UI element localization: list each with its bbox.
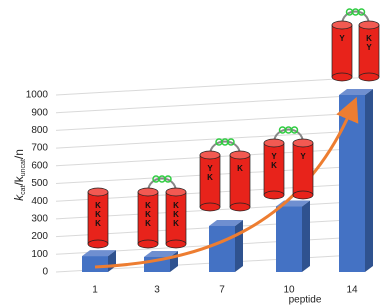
helix-bottom xyxy=(332,73,352,81)
helix-body xyxy=(230,155,250,207)
helix-top xyxy=(166,188,186,196)
helix-bottom xyxy=(88,240,108,248)
helix-bottom xyxy=(200,203,220,211)
bar xyxy=(276,207,302,272)
residue-label: K xyxy=(95,210,101,219)
helix-bottom xyxy=(359,73,379,81)
helix-top xyxy=(359,21,379,29)
helix-bottom xyxy=(138,240,158,248)
y-tick-label: 0 xyxy=(42,267,48,278)
chart: 01002003004005006007008009001000 KKKKKKK… xyxy=(0,0,382,308)
helix-top xyxy=(230,151,250,159)
helix-bottom xyxy=(293,191,313,199)
residue-label: Y xyxy=(366,43,372,52)
bar-side xyxy=(235,220,243,272)
x-tick-label: 1 xyxy=(92,285,98,296)
residue-label: K xyxy=(173,219,179,228)
residue-label: Y xyxy=(339,34,345,43)
bar-side xyxy=(365,89,373,272)
bar-side xyxy=(302,201,310,272)
y-tick-label: 900 xyxy=(31,107,48,118)
y-tick-label: 400 xyxy=(31,196,48,207)
helix-top xyxy=(138,188,158,196)
helix-top xyxy=(293,139,313,147)
y-axis-label: kcat/kuncat/n xyxy=(12,149,27,201)
residue-label: K xyxy=(145,201,151,210)
helix-bottom xyxy=(166,240,186,248)
y-tick-label: 300 xyxy=(31,214,48,225)
helix-body xyxy=(293,143,313,195)
y-tick-label: 200 xyxy=(31,231,48,242)
peptide-illustration: YKK xyxy=(200,139,250,211)
helix-bottom xyxy=(230,203,250,211)
residue-label: K xyxy=(95,201,101,210)
helix-top xyxy=(200,151,220,159)
y-tick-label: 500 xyxy=(31,178,48,189)
residue-label: K xyxy=(366,34,372,43)
peptide-illustration: KKK xyxy=(88,188,108,248)
y-tick-label: 800 xyxy=(31,125,48,136)
y-tick-label: 100 xyxy=(31,249,48,260)
y-tick-label: 1000 xyxy=(26,90,49,101)
x-axis-label: peptide xyxy=(289,295,322,306)
bar xyxy=(209,226,235,272)
residue-label: K xyxy=(95,219,101,228)
bar xyxy=(82,256,108,272)
helix-bottom xyxy=(264,191,284,199)
x-tick-label: 10 xyxy=(283,285,295,296)
grid-line xyxy=(56,95,372,113)
x-tick-label: 7 xyxy=(219,285,225,296)
residue-label: K xyxy=(173,210,179,219)
residue-label: Y xyxy=(300,152,306,161)
x-tick-label: 14 xyxy=(346,285,358,296)
residue-label: K xyxy=(145,219,151,228)
residue-label: K xyxy=(145,210,151,219)
y-tick-label: 600 xyxy=(31,160,48,171)
residue-label: K xyxy=(237,164,243,173)
grid-line xyxy=(56,77,372,95)
grid-line xyxy=(56,112,372,130)
residue-label: Y xyxy=(271,152,277,161)
helix-top xyxy=(264,139,284,147)
y-tick-label: 700 xyxy=(31,143,48,154)
helix-top xyxy=(332,21,352,29)
bar xyxy=(339,95,365,272)
x-tick-label: 3 xyxy=(154,285,160,296)
residue-label: K xyxy=(271,161,277,170)
residue-label: K xyxy=(207,173,213,182)
helix-body xyxy=(332,25,352,77)
helix-top xyxy=(88,188,108,196)
residue-label: K xyxy=(173,201,179,210)
residue-label: Y xyxy=(207,164,213,173)
